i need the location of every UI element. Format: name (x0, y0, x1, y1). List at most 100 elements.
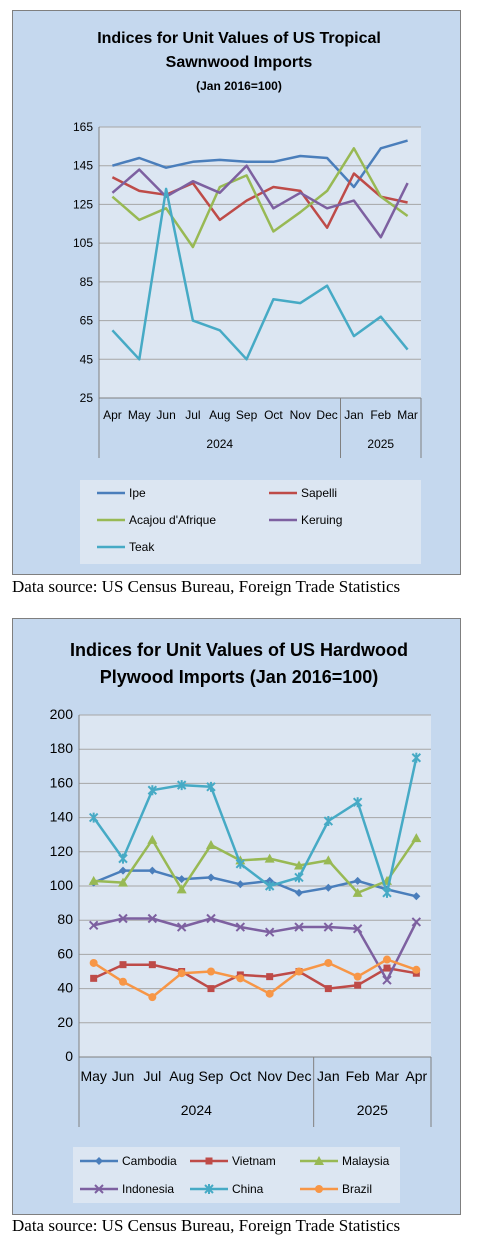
series-line-brazil (93, 958, 417, 999)
y-tick-label: 65 (80, 314, 94, 328)
data-point-brazil (324, 958, 333, 967)
data-point-malaysia (118, 877, 128, 887)
series-line-ipe (112, 139, 408, 189)
x-tick-label: May (80, 1068, 106, 1084)
data-point-brazil (236, 974, 245, 983)
x-tick-label: May (128, 408, 151, 422)
legend-label-brazil: Brazil (342, 1182, 372, 1196)
data-point-indonesia (206, 913, 216, 924)
x-tick-label: Jan (317, 1068, 340, 1084)
chart-title: Sawnwood Imports (166, 54, 313, 71)
data-point-malaysia (264, 853, 275, 863)
series-line-vietnam (93, 963, 417, 990)
data-point-cambodia (236, 880, 245, 889)
data-point-brazil (177, 969, 186, 978)
legend-label-indonesia: Indonesia (122, 1182, 174, 1196)
x-tick-label: Jul (185, 408, 200, 422)
x-tick-label: Jun (156, 408, 175, 422)
x-tick-label: Sep (236, 408, 258, 422)
data-point-cambodia (177, 875, 186, 884)
x-tick-label: Dec (287, 1068, 312, 1084)
x-tick-label: Nov (257, 1068, 282, 1084)
data-point-brazil (119, 977, 127, 986)
data-source-note: Data source: US Census Bureau, Foreign T… (12, 1216, 401, 1235)
data-point-china (118, 853, 128, 864)
y-tick-label: 125 (73, 197, 93, 211)
legend-label-china: China (232, 1182, 264, 1196)
y-tick-label: 80 (57, 911, 73, 927)
data-point-cambodia (148, 866, 157, 875)
x-tick-label: Apr (103, 408, 122, 422)
data-point-brazil (148, 993, 157, 1002)
data-point-china (323, 816, 334, 827)
data-point-china (294, 872, 304, 883)
legend-label-keruing: Keruing (301, 513, 342, 527)
x-tick-label: Feb (370, 408, 391, 422)
data-point-indonesia (382, 975, 392, 985)
x-tick-label: Oct (264, 408, 283, 422)
x-tick-label: Oct (229, 1068, 251, 1084)
data-point-indonesia (88, 920, 99, 931)
x-tick-label: Dec (316, 408, 337, 422)
legend-label-ipe: Ipe (129, 486, 146, 500)
chart-title: Indices for Unit Values of US Tropical (97, 30, 381, 47)
legend-marker-vietnam (205, 1157, 213, 1165)
x-tick-label: Jun (112, 1068, 135, 1084)
legend-label-sapelli: Sapelli (301, 486, 337, 500)
plywood-chart: Indices for Unit Values of US Hardwood Pl… (50, 640, 432, 1203)
year-group-label: 2025 (367, 437, 394, 451)
data-point-cambodia (353, 876, 362, 885)
data-point-indonesia (176, 922, 187, 932)
plot-area (99, 127, 421, 398)
x-tick-label: Jul (143, 1068, 161, 1084)
data-point-brazil (383, 955, 391, 964)
legend-marker-china (204, 1184, 214, 1194)
data-point-cambodia (412, 892, 421, 901)
y-tick-label: 140 (50, 809, 74, 825)
x-tick-label: Feb (346, 1068, 370, 1084)
data-point-vietnam (119, 961, 127, 969)
legend-label-malaysia: Malaysia (342, 1154, 390, 1168)
legend-label-vietnam: Vietnam (232, 1154, 276, 1168)
data-point-brazil (353, 972, 362, 981)
series-line-cambodia (93, 869, 417, 898)
legend-box (73, 1147, 400, 1203)
year-group-label: 2024 (206, 437, 233, 451)
y-tick-label: 0 (65, 1048, 73, 1064)
data-point-brazil (412, 965, 421, 974)
y-tick-label: 160 (50, 774, 74, 790)
chart-title: Indices for Unit Values of US Hardwood (70, 640, 408, 660)
data-point-indonesia (264, 927, 275, 937)
y-tick-label: 45 (80, 352, 94, 366)
series-line-teak (111, 187, 409, 361)
data-point-malaysia (88, 875, 99, 885)
data-point-china (264, 881, 275, 891)
data-point-cambodia (324, 883, 333, 892)
data-point-china (352, 797, 363, 808)
data-point-malaysia (294, 860, 304, 870)
year-group-label: 2024 (181, 1102, 212, 1118)
data-point-vietnam (148, 961, 156, 969)
data-point-indonesia (411, 917, 422, 927)
y-tick-label: 100 (50, 877, 74, 893)
data-point-indonesia (294, 922, 304, 932)
y-tick-label: 40 (57, 980, 73, 996)
series-line-sapelli (111, 172, 408, 229)
series-line-keruing (111, 164, 409, 239)
data-point-cambodia (207, 873, 215, 882)
data-point-malaysia (206, 839, 216, 849)
legend-marker-indonesia (94, 1184, 104, 1194)
data-point-vietnam (266, 973, 274, 981)
y-tick-label: 85 (80, 275, 94, 289)
data-point-malaysia (411, 833, 422, 843)
legend-label-cambodia: Cambodia (122, 1154, 177, 1168)
data-point-indonesia (147, 913, 158, 924)
data-point-cambodia (119, 866, 127, 875)
data-point-china (235, 858, 246, 869)
data-point-indonesia (235, 922, 246, 932)
data-point-brazil (265, 989, 274, 998)
x-tick-label: Jan (344, 408, 363, 422)
data-point-indonesia (323, 922, 334, 932)
data-point-vietnam (354, 981, 362, 989)
x-tick-label: Aug (209, 408, 230, 422)
